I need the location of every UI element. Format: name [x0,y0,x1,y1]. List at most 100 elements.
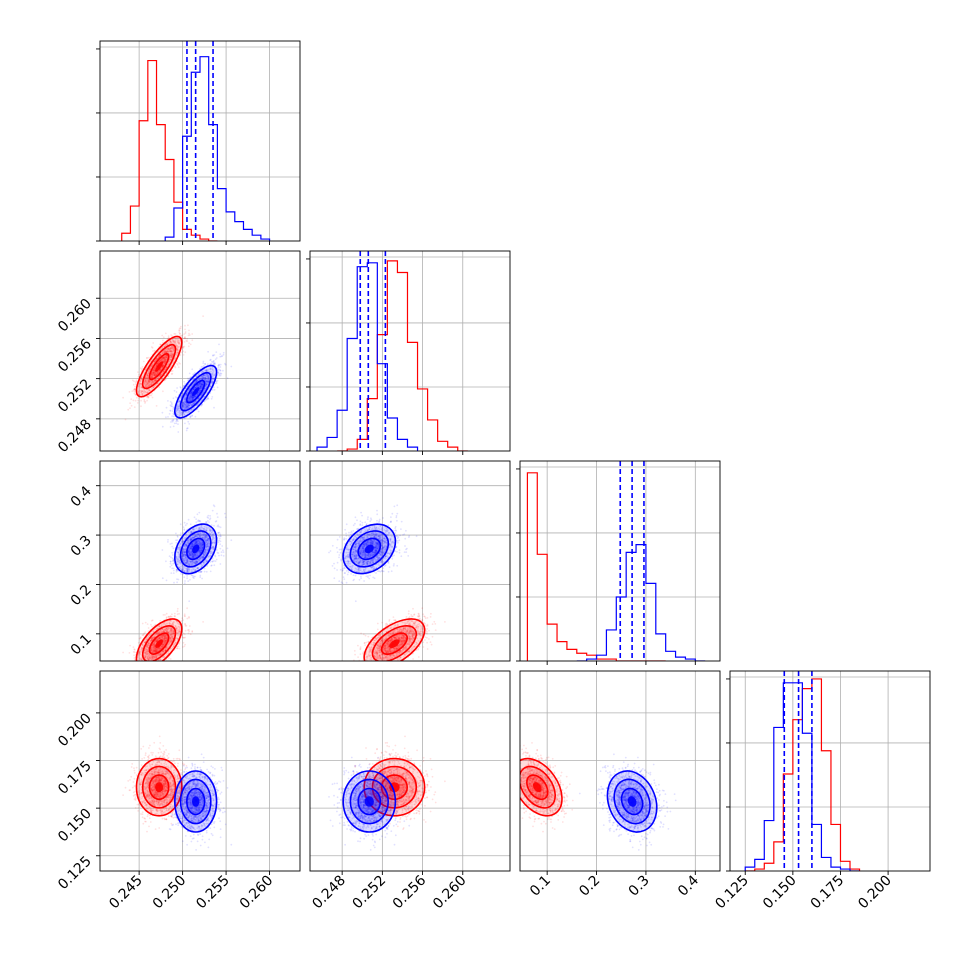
sample-point-923 [202,391,204,394]
sample-point-291 [217,541,220,543]
sample-point-501 [168,348,171,351]
sample-point-257 [195,381,197,383]
sample-point-667 [152,386,155,389]
sample-point-158 [156,362,159,365]
sample-point-117 [179,409,182,412]
sample-point-8 [153,655,156,658]
sample-point-356 [130,404,133,407]
sample-point-761 [155,364,158,367]
sample-point-428 [161,636,164,639]
sample-point-652 [167,657,170,659]
sample-point-1375 [189,416,192,419]
sample-point-309 [145,638,148,641]
sample-point-1227 [139,380,142,383]
sample-point-71 [189,578,191,581]
sample-point-914 [204,363,206,365]
sample-point-875 [164,368,166,371]
sample-point-1383 [167,416,169,418]
sample-point-333 [164,641,166,644]
sample-point-15 [167,615,170,618]
sample-point-1126 [202,378,204,380]
sample-point-212 [145,650,148,653]
sample-point-1128 [193,396,196,399]
sample-point-156 [162,370,165,373]
sample-point-133 [146,374,149,376]
sample-point-496 [169,340,171,342]
sample-point-1389 [169,347,172,350]
sample-point-384 [173,643,175,646]
sample-point-1012 [150,623,152,626]
sample-point-585 [199,576,202,578]
sample-point-1299 [175,418,178,421]
sample-point-317 [159,369,162,371]
sample-point-267 [154,360,157,362]
sample-point-93 [199,385,202,387]
sample-point-550 [218,343,220,346]
sample-point-178 [151,374,154,377]
sample-point-831 [178,342,181,344]
sample-point-784 [162,339,164,342]
panel-frame [99,250,301,452]
sample-point-338 [169,622,172,625]
sample-point-984 [202,376,205,379]
sample-point-112 [205,369,208,372]
sample-point-84 [166,350,169,352]
sample-point-639 [173,615,176,618]
sample-point-1382 [170,350,173,352]
sample-point-536 [182,412,185,414]
sample-point-1258 [170,356,173,359]
sample-point-879 [145,383,148,386]
sample-point-405 [166,354,169,357]
sample-point-223 [197,393,199,395]
sample-point-859 [192,396,194,399]
sample-point-403 [202,374,205,377]
sample-point-284 [197,384,200,387]
sample-point-138 [203,374,206,376]
sample-point-861 [172,425,175,428]
sample-point-851 [197,385,200,388]
sample-point-677 [175,542,178,544]
sample-point-1052 [190,409,193,411]
sample-point-1218 [191,403,194,406]
sample-point-890 [143,400,146,403]
sample-point-147 [158,631,161,634]
sample-point-454 [183,403,185,406]
sample-point-334 [199,367,202,370]
sample-point-396 [197,410,200,413]
sample-point-269 [172,408,175,410]
sample-point-1244 [184,400,187,402]
sample-point-880 [162,359,164,362]
sample-point-75 [154,656,156,658]
sample-point-894 [184,643,187,646]
sample-point-199 [158,360,161,363]
sample-point-795 [133,657,136,659]
sample-point-984 [152,667,154,669]
sample-point-444 [170,421,172,423]
sample-point-369 [201,383,204,386]
sample-point-799 [148,371,151,373]
sample-point-513 [183,333,186,335]
sample-point-179 [199,389,202,391]
panel-background [100,461,300,661]
sample-point-670 [150,373,153,376]
panel-frame [99,40,301,242]
sample-point-756 [194,381,197,384]
sample-point-974 [156,357,158,360]
sample-point-1144 [162,361,165,363]
sample-point-377 [140,646,143,649]
sample-point-250 [190,391,193,394]
sample-point-1336 [133,380,135,383]
sample-point-312 [191,396,194,399]
sample-point-171 [199,377,201,380]
sample-point-834 [128,652,131,654]
sample-point-468 [200,382,203,385]
sample-point-998 [206,383,208,385]
sample-point-654 [165,627,168,630]
contours-series-0 [135,335,183,398]
sample-point-705 [181,412,184,415]
sample-point-287 [152,643,155,646]
sample-point-597 [162,650,164,653]
sample-point-780 [141,668,143,670]
sample-point-814 [141,390,143,393]
sample-point-751 [148,370,151,373]
